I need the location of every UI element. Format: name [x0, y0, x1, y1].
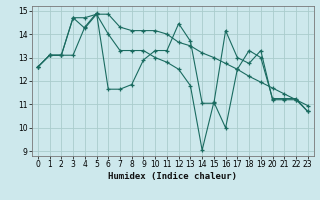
- X-axis label: Humidex (Indice chaleur): Humidex (Indice chaleur): [108, 172, 237, 181]
